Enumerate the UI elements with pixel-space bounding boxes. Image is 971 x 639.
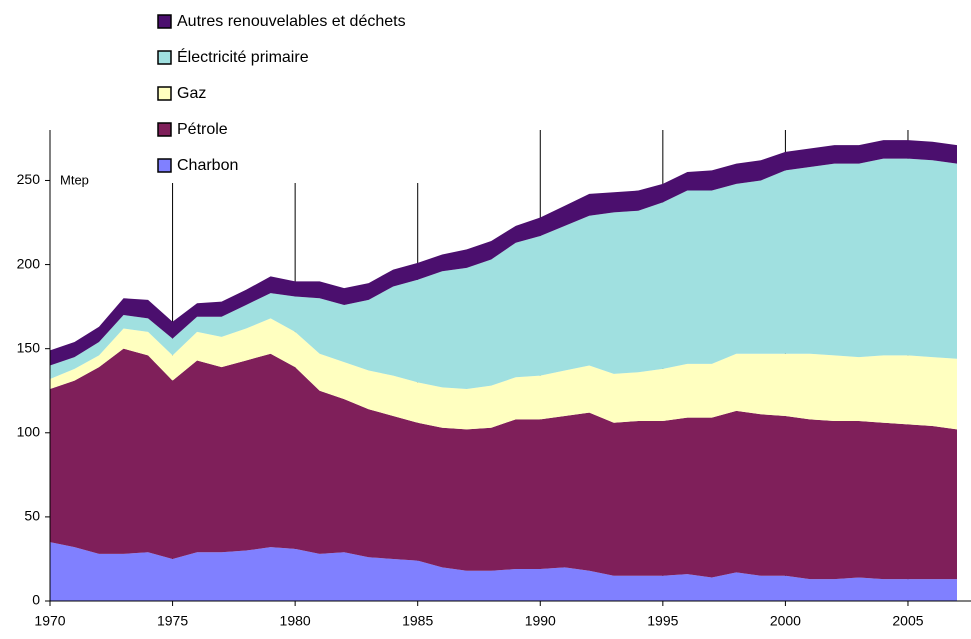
y-tick-label: 0 [32, 592, 40, 608]
area [50, 348, 957, 580]
legend-swatch [157, 50, 172, 65]
area [50, 318, 957, 430]
y-tick-label: 100 [17, 423, 41, 439]
x-tick-label: 1975 [157, 613, 188, 629]
x-tick-label: 1985 [402, 613, 433, 629]
area [50, 158, 957, 390]
x-tick-label: 1970 [34, 613, 65, 629]
legend-swatch [157, 86, 172, 101]
x-tick-label: 2005 [892, 613, 923, 629]
area [50, 542, 957, 601]
y-tick-label: 150 [17, 339, 41, 355]
legend-label: Autres renouvelables et déchets [177, 13, 406, 30]
x-tick-label: 1990 [525, 613, 556, 629]
y-axis-label: Mtep [60, 172, 89, 187]
x-tick-label: 1980 [280, 613, 311, 629]
legend-swatch [157, 122, 172, 137]
legend-label: Charbon [177, 157, 238, 174]
y-tick-label: 200 [17, 255, 41, 271]
y-tick-label: 250 [17, 171, 41, 187]
legend-swatch [157, 14, 172, 29]
legend-label: Gaz [177, 85, 206, 102]
y-tick-label: 50 [24, 508, 40, 524]
legend-label: Pétrole [177, 121, 228, 138]
legend-swatch [157, 158, 172, 173]
legend-background [150, 0, 480, 183]
legend-label: Électricité primaire [177, 47, 309, 66]
x-tick-label: 2000 [770, 613, 801, 629]
x-tick-label: 1995 [647, 613, 678, 629]
